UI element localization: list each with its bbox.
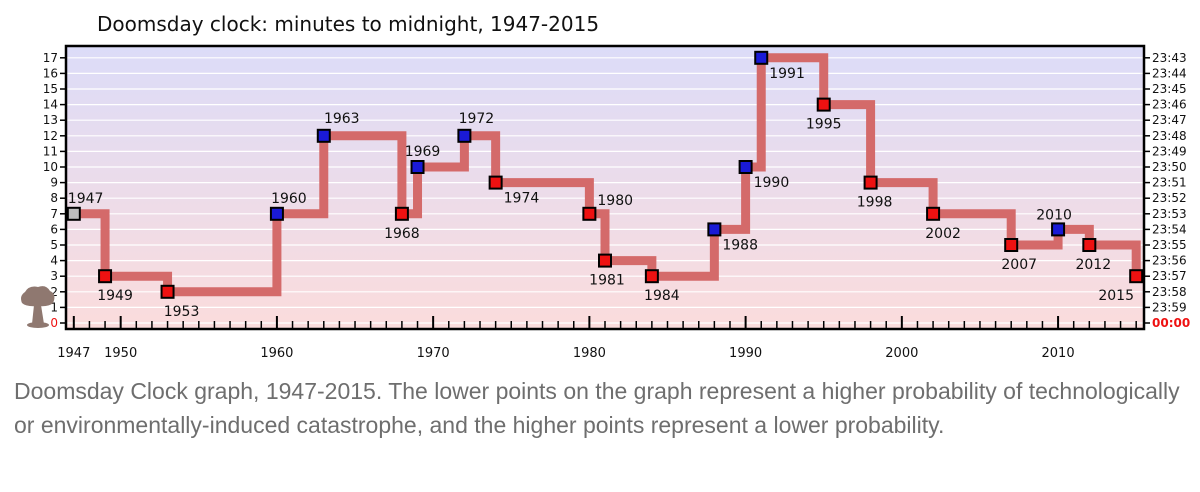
y2-tick-label-9: 23:51 (1152, 176, 1187, 190)
point-label-1984: 1984 (644, 288, 680, 304)
point-label-1972: 1972 (459, 111, 495, 127)
point-1968 (394, 206, 409, 221)
point-label-1974: 1974 (504, 191, 540, 207)
y2-tick-label-10: 23:50 (1152, 160, 1187, 174)
point-2012 (1082, 238, 1097, 252)
point-label-1981: 1981 (589, 273, 625, 289)
plot-background (66, 46, 1144, 329)
point-1984 (644, 269, 659, 284)
y-tick-label-7: 7 (50, 207, 58, 221)
y-tick-label-13: 13 (43, 113, 58, 127)
point-label-1990: 1990 (754, 175, 790, 191)
point-2007 (1004, 238, 1019, 252)
axes: 0 00:00 1 23:59 2 23:58 3 23:57 4 23:56 5 23:55 6 23:… (43, 51, 1190, 361)
point-label-2002: 2002 (925, 226, 961, 242)
point-1947 (66, 206, 81, 221)
x-tick-label-1950: 1950 (104, 346, 137, 361)
y-tick-label-5: 5 (50, 238, 58, 252)
x-tick-label-1947: 1947 (57, 346, 90, 361)
point-1969 (410, 160, 425, 174)
y2-tick-label-11: 23:49 (1152, 144, 1187, 158)
point-1963 (316, 128, 331, 143)
point-label-1988: 1988 (722, 237, 758, 253)
y2-tick-label-16: 23:44 (1152, 66, 1187, 80)
y-tick-label-12: 12 (43, 129, 58, 143)
point-1988 (707, 222, 722, 237)
y-tick-label-16: 16 (43, 66, 58, 80)
y2-tick-label-17: 23:43 (1152, 51, 1187, 65)
x-tick-label-1980: 1980 (573, 346, 606, 361)
y-tick-label-14: 14 (43, 98, 58, 112)
y-tick-label-9: 9 (50, 176, 58, 190)
y-tick-label-1: 1 (50, 300, 58, 314)
y2-tick-label-5: 23:55 (1152, 238, 1187, 252)
point-1991 (754, 50, 769, 65)
point-label-1991: 1991 (769, 66, 805, 82)
y2-tick-label-2: 23:58 (1152, 285, 1187, 299)
point-1949 (98, 269, 113, 284)
y-tick-label-3: 3 (50, 269, 58, 283)
doomsday-clock-chart: Doomsday clock: minutes to midnight, 194… (21, 12, 1190, 361)
point-label-1980: 1980 (597, 193, 633, 209)
point-1960 (269, 206, 284, 221)
point-labels: 1947 1949 1953 1960 1963 1968 1969 1972 1974 1980… (68, 66, 1134, 320)
point-label-1949: 1949 (97, 288, 133, 304)
point-label-1963: 1963 (324, 111, 360, 127)
mushroom-cloud-icon (21, 286, 55, 328)
x-tick-label-1990: 1990 (729, 346, 762, 361)
x-tick-label-1970: 1970 (417, 346, 450, 361)
y-tick-label-15: 15 (43, 82, 58, 96)
point-label-1953: 1953 (164, 304, 200, 320)
point-1974 (488, 175, 503, 190)
y2-tick-label-7: 23:53 (1152, 207, 1187, 221)
figure-caption: Doomsday Clock graph, 1947-2015. The low… (14, 378, 1180, 438)
y2-tick-label-1: 23:59 (1152, 300, 1187, 314)
point-label-2015: 2015 (1098, 288, 1134, 304)
point-label-1998: 1998 (857, 195, 893, 211)
point-1998 (863, 175, 878, 190)
point-2010 (1051, 222, 1066, 237)
y2-tick-label-6: 23:54 (1152, 222, 1187, 236)
point-2002 (926, 206, 941, 221)
point-label-1947: 1947 (68, 191, 104, 207)
series-line (73, 53, 1141, 297)
y-tick-label-6: 6 (50, 222, 58, 236)
y-tick-label-10: 10 (43, 160, 58, 174)
point-label-2012: 2012 (1075, 257, 1111, 273)
data-points (66, 50, 1144, 299)
point-label-1960: 1960 (271, 191, 307, 207)
y-tick-label-0: 0 (50, 316, 58, 330)
point-1972 (457, 128, 472, 143)
point-label-2007: 2007 (1001, 257, 1037, 273)
y-tick-label-11: 11 (43, 144, 58, 158)
y2-tick-label-12: 23:48 (1152, 129, 1187, 143)
y-tick-label-4: 4 (50, 254, 58, 268)
point-label-1995: 1995 (806, 117, 842, 133)
point-1953 (160, 284, 175, 299)
point-label-2010: 2010 (1036, 207, 1072, 223)
y2-tick-label-15: 23:45 (1152, 82, 1187, 96)
y2-tick-label-3: 23:57 (1152, 269, 1187, 283)
y-tick-label-2: 2 (50, 285, 58, 299)
y2-tick-label-0: 00:00 (1152, 316, 1190, 330)
step-line (73, 53, 1141, 297)
y2-tick-label-4: 23:56 (1152, 254, 1187, 268)
point-label-1969: 1969 (405, 144, 441, 160)
x-tick-label-2000: 2000 (885, 346, 918, 361)
y-tick-label-8: 8 (50, 191, 58, 205)
point-2015 (1129, 269, 1144, 284)
point-1981 (598, 253, 612, 268)
x-tick-label-2010: 2010 (1042, 346, 1075, 361)
y2-tick-label-8: 23:52 (1152, 191, 1187, 205)
y2-tick-label-14: 23:46 (1152, 98, 1187, 112)
point-1995 (816, 97, 831, 112)
y-tick-label-17: 17 (43, 51, 58, 65)
y2-tick-label-13: 23:47 (1152, 113, 1187, 127)
x-tick-label-1960: 1960 (260, 346, 293, 361)
point-1990 (738, 160, 753, 174)
chart-title: Doomsday clock: minutes to midnight, 194… (97, 12, 599, 36)
point-1980 (582, 206, 597, 221)
point-label-1968: 1968 (384, 226, 420, 242)
